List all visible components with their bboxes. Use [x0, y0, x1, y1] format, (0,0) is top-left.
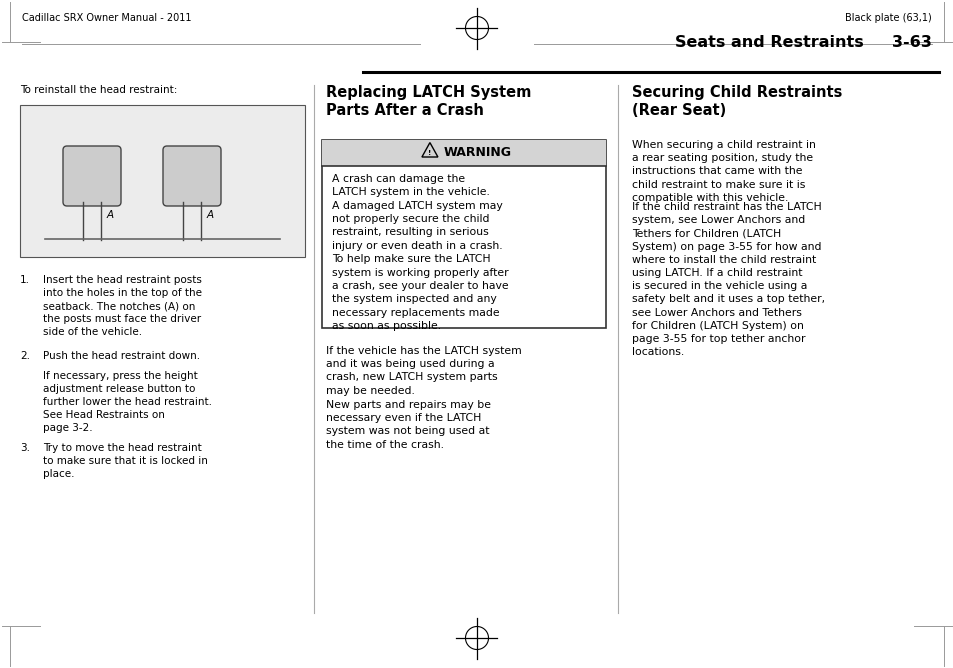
Text: Insert the head restraint posts
into the holes in the top of the
seatback. The n: Insert the head restraint posts into the…	[43, 275, 202, 337]
Text: !: !	[428, 150, 431, 156]
Text: Securing Child Restraints
(Rear Seat): Securing Child Restraints (Rear Seat)	[631, 85, 841, 118]
Text: Seats and Restraints     3-63: Seats and Restraints 3-63	[675, 35, 931, 50]
FancyBboxPatch shape	[63, 146, 121, 206]
Text: 1.: 1.	[20, 275, 30, 285]
Text: A: A	[107, 210, 113, 220]
Text: Cadillac SRX Owner Manual - 2011: Cadillac SRX Owner Manual - 2011	[22, 13, 192, 23]
Text: A: A	[206, 210, 213, 220]
Text: 2.: 2.	[20, 351, 30, 361]
Text: A crash can damage the
LATCH system in the vehicle.
A damaged LATCH system may
n: A crash can damage the LATCH system in t…	[332, 174, 508, 331]
Text: If the child restraint has the LATCH
system, see Lower Anchors and
Tethers for C: If the child restraint has the LATCH sys…	[631, 202, 824, 357]
Text: WARNING: WARNING	[443, 146, 512, 160]
Polygon shape	[421, 142, 437, 157]
Text: Replacing LATCH System
Parts After a Crash: Replacing LATCH System Parts After a Cra…	[326, 85, 531, 118]
Text: New parts and repairs may be
necessary even if the LATCH
system was not being us: New parts and repairs may be necessary e…	[326, 400, 491, 450]
Text: Push the head restraint down.: Push the head restraint down.	[43, 351, 200, 361]
Text: When securing a child restraint in
a rear seating position, study the
instructio: When securing a child restraint in a rea…	[631, 140, 815, 203]
Text: Black plate (63,1): Black plate (63,1)	[844, 13, 931, 23]
Text: Try to move the head restraint
to make sure that it is locked in
place.: Try to move the head restraint to make s…	[43, 443, 208, 479]
FancyBboxPatch shape	[163, 146, 221, 206]
Text: If the vehicle has the LATCH system
and it was being used during a
crash, new LA: If the vehicle has the LATCH system and …	[326, 346, 521, 395]
Text: 3.: 3.	[20, 443, 30, 453]
FancyBboxPatch shape	[20, 105, 305, 257]
Text: To reinstall the head restraint:: To reinstall the head restraint:	[20, 85, 177, 95]
Text: If necessary, press the height
adjustment release button to
further lower the he: If necessary, press the height adjustmen…	[43, 371, 212, 433]
FancyBboxPatch shape	[322, 140, 605, 166]
FancyBboxPatch shape	[322, 140, 605, 328]
